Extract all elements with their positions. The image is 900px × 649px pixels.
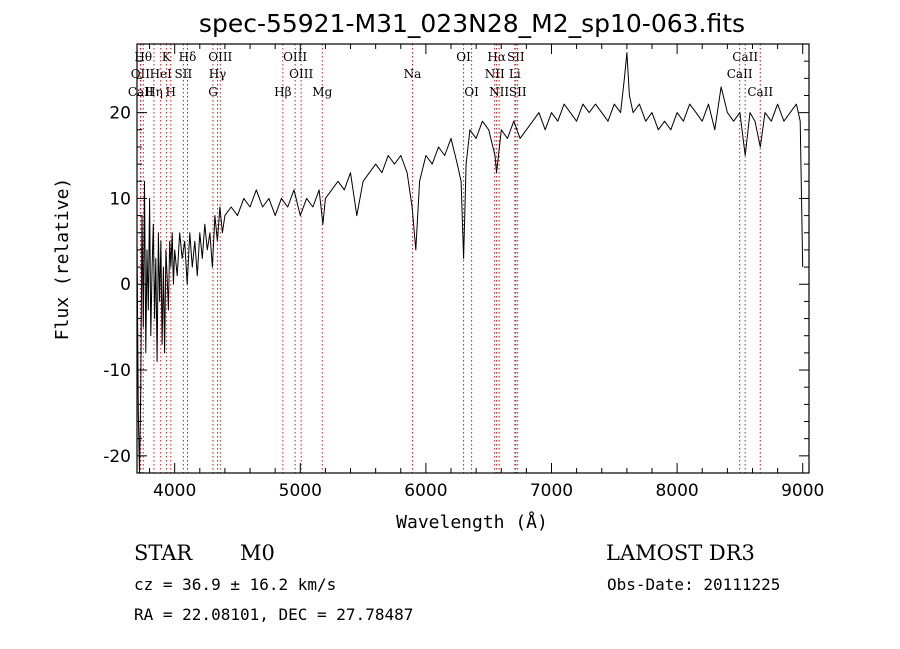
spectral-line-label: OI — [456, 50, 471, 64]
spectral-line-label: G — [208, 85, 218, 99]
x-tick-label: 9000 — [781, 481, 824, 501]
x-tick-label: 8000 — [655, 481, 698, 501]
y-tick-label: -20 — [103, 447, 131, 467]
spectral-line-label: K — [162, 50, 172, 64]
spectral-line-label: SII — [174, 67, 192, 81]
spectral-line-label: NII — [485, 67, 505, 81]
ra-dec: RA = 22.08101, DEC = 27.78487 — [134, 605, 414, 624]
spectral-line-label: H — [166, 85, 176, 99]
spectral-line-label: Na — [404, 67, 422, 81]
spectral-line-label: NII — [489, 85, 509, 99]
survey-name: LAMOST DR3 — [606, 541, 755, 565]
spectral-line-label: CaII — [732, 50, 758, 64]
spectral-line-label: CaII — [128, 85, 154, 99]
spectral-line-label: Hδ — [179, 50, 197, 64]
spectral-line-label: CaII — [747, 85, 773, 99]
y-axis-label: Flux (relative) — [52, 178, 73, 341]
flux-series — [136, 52, 804, 474]
flux-series-line — [136, 52, 804, 474]
spectral-line-label: Hγ — [209, 67, 227, 81]
axis-ticks: 4000 5000 6000 7000 8000 9000 -20 -10 0 10 20 — [103, 43, 824, 501]
x-tick-label: 4000 — [153, 481, 196, 501]
spectral-line-label: OIII — [283, 50, 307, 64]
spectral-line-label: Hα — [487, 50, 506, 64]
x-tick-label: 7000 — [530, 481, 573, 501]
spectral-line-label: HeI — [150, 67, 173, 81]
spectral-line-label: SII — [509, 85, 527, 99]
x-tick-label: 6000 — [404, 481, 447, 501]
y-tick-label: 20 — [109, 104, 131, 124]
object-subclass: M0 — [240, 541, 275, 565]
spectral-line-label: Hη — [145, 85, 163, 99]
spectral-line-label: Mg — [312, 85, 332, 99]
spectral-line-label: OIII — [289, 67, 313, 81]
spectral-line-label: CaII — [727, 67, 753, 81]
y-tick-label: 10 — [109, 189, 131, 209]
object-class: STAR — [134, 541, 193, 565]
spectral-line-label: SII — [507, 50, 525, 64]
redshift-cz: cz = 36.9 ± 16.2 km/s — [134, 575, 337, 594]
spectral-line-label: OIII — [208, 50, 232, 64]
chart-title: spec-55921-M31_023N28_M2_sp10-063.fits — [199, 9, 745, 38]
spectral-line-label: Hβ — [274, 85, 291, 99]
x-tick-label: 5000 — [279, 481, 322, 501]
y-tick-label: -10 — [103, 361, 131, 381]
spectral-line-label: Li — [509, 67, 521, 81]
y-tick-label: 0 — [120, 275, 131, 295]
x-axis-label: Wavelength (Å) — [396, 511, 548, 533]
spectral-line-label: OII — [131, 67, 151, 81]
obs-date: Obs-Date: 20111225 — [607, 575, 781, 594]
spectral-line-label: OI — [464, 85, 479, 99]
plot-frame — [136, 43, 810, 474]
spectral-line-label: Hθ — [134, 50, 152, 64]
